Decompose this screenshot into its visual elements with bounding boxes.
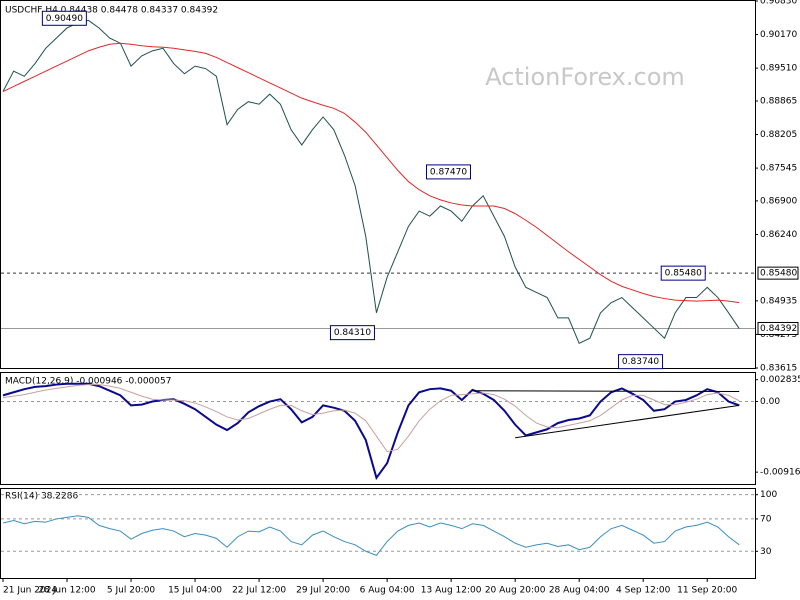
series-line	[2, 42, 740, 304]
y-tick-label: 70	[760, 514, 772, 524]
x-tick-label: 28 Aug 04:00	[549, 586, 610, 596]
x-tick-label: 28 Jun 12:00	[38, 586, 95, 596]
macd-frame	[0, 372, 756, 485]
rsi-frame	[0, 488, 756, 579]
trendline	[515, 404, 740, 439]
y-tick-label: 0.86240	[760, 230, 797, 240]
price-frame	[0, 0, 756, 369]
x-tick-label: 13 Aug 12:00	[421, 586, 482, 596]
annotation-label: 0.90490	[46, 14, 83, 24]
series-line	[2, 19, 740, 345]
annotation-box	[660, 265, 706, 281]
price-level-label: 0.85480	[760, 269, 797, 279]
annotation-box	[425, 164, 471, 180]
y-tick-label: 0.88205	[760, 130, 797, 140]
annotation-label: 0.85480	[665, 269, 702, 279]
annotation-box	[329, 325, 375, 341]
x-tick-label: 21 Jun 2024	[3, 586, 57, 596]
price-header: USDCHF,H4 0.84438 0.84478 0.84337 0.8439…	[5, 6, 218, 16]
y-tick-label: 0.89510	[760, 64, 797, 74]
series-line	[2, 515, 740, 556]
y-tick-label: 0.83615	[760, 364, 797, 374]
series-line	[2, 382, 740, 481]
x-tick-label: 11 Sep 20:00	[677, 586, 737, 596]
y-tick-label: 0.84935	[760, 296, 797, 306]
x-tick-label: 15 Jul 04:00	[168, 586, 222, 596]
annotation-label: 0.83740	[622, 357, 659, 367]
y-tick-label: 0.90170	[760, 30, 797, 40]
watermark: ActionForex.com	[485, 63, 685, 91]
x-tick-label: 4 Sep 12:00	[616, 586, 671, 596]
x-tick-label: 29 Jul 20:00	[296, 586, 350, 596]
annotation-box	[618, 354, 664, 370]
y-tick-label: 0.002835	[760, 375, 800, 385]
y-tick-label: 100	[760, 490, 777, 500]
price-level-box	[757, 266, 799, 280]
y-tick-label: 0.87545	[760, 164, 797, 174]
x-tick-label: 5 Jul 20:00	[107, 586, 156, 596]
y-tick-label: 0.86900	[760, 196, 797, 206]
price-level-box	[757, 321, 799, 335]
annotation-box	[41, 10, 87, 26]
annotation-label: 0.87470	[430, 167, 467, 177]
trendline	[472, 390, 740, 392]
series-line	[2, 384, 740, 453]
macd-title: MACD(12,26,9) -0.000946 -0.000057	[5, 377, 171, 387]
x-tick-label: 6 Aug 04:00	[360, 586, 415, 596]
annotation-label: 0.84310	[334, 328, 371, 338]
y-tick-label: 0.90830	[760, 0, 797, 7]
y-tick-label: 0.00	[760, 397, 780, 407]
y-tick-label: 30	[760, 547, 772, 557]
price-level-label: 0.84392	[760, 324, 797, 334]
x-tick-label: 22 Jul 12:00	[232, 586, 286, 596]
y-tick-label: 0.88865	[760, 96, 797, 106]
x-tick-label: 20 Aug 20:00	[485, 586, 546, 596]
rsi-title: RSI(14) 38.2286	[5, 492, 78, 502]
